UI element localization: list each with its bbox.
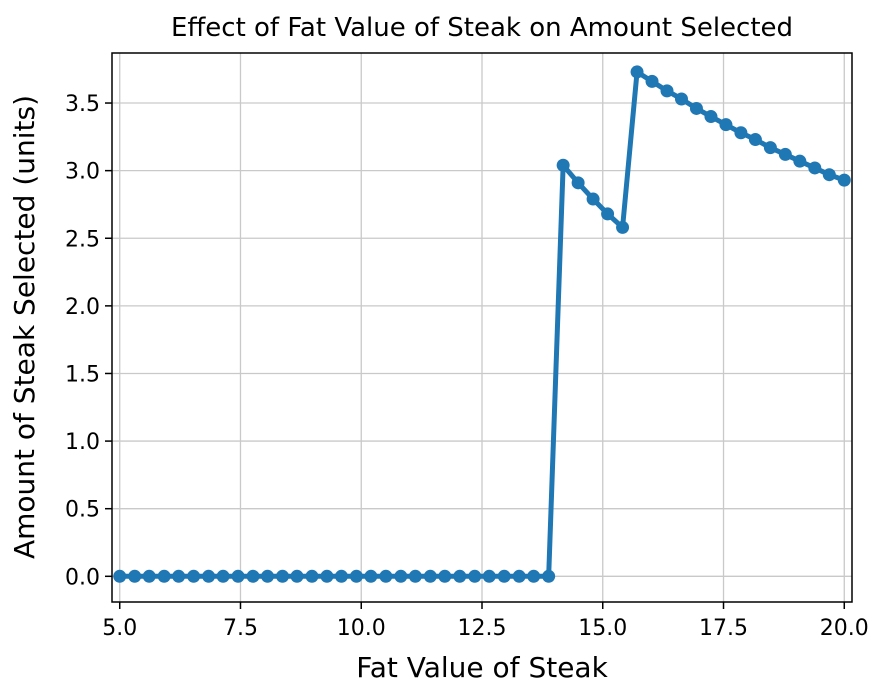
- x-tick-label: 5.0: [102, 616, 137, 641]
- data-point: [793, 154, 807, 168]
- y-tick-label: 3.5: [65, 92, 100, 117]
- grid: [112, 53, 852, 602]
- data-point: [320, 569, 334, 583]
- data-point: [364, 569, 378, 583]
- data-point: [216, 569, 230, 583]
- data-point: [808, 161, 822, 175]
- y-tick-label: 3.0: [65, 160, 100, 185]
- data-point: [157, 569, 171, 583]
- data-point: [571, 176, 585, 190]
- y-tick-label: 2.0: [65, 295, 100, 320]
- data-point: [660, 84, 674, 98]
- data-point: [527, 569, 541, 583]
- data-point: [231, 569, 245, 583]
- y-axis-label: Amount of Steak Selected (units): [8, 95, 41, 559]
- data-point: [408, 569, 422, 583]
- data-point: [616, 220, 630, 234]
- data-point: [778, 147, 792, 161]
- data-point: [734, 126, 748, 140]
- x-tick-label: 17.5: [699, 616, 748, 641]
- data-point: [630, 65, 644, 79]
- y-tick-label: 1.5: [65, 362, 100, 387]
- data-point: [674, 92, 688, 106]
- data-point: [601, 207, 615, 221]
- data-point: [586, 192, 600, 206]
- data-point: [453, 569, 467, 583]
- data-point: [290, 569, 304, 583]
- data-point: [763, 141, 777, 155]
- data-point: [246, 569, 260, 583]
- data-point: [468, 569, 482, 583]
- data-point: [689, 101, 703, 115]
- data-point: [349, 569, 363, 583]
- data-point: [837, 173, 851, 187]
- data-point: [113, 569, 127, 583]
- ticks: 5.0 7.5 10.0 12.5 15.0 17.5 20.0 0.0 0.5 1.0 1.5 2.…: [65, 92, 869, 641]
- data-point: [305, 569, 319, 583]
- data-point: [202, 569, 216, 583]
- x-tick-label: 15.0: [578, 616, 627, 641]
- data-point: [497, 569, 511, 583]
- data-point: [379, 569, 393, 583]
- data-point: [334, 569, 348, 583]
- x-tick-label: 12.5: [458, 616, 507, 641]
- data-point: [704, 110, 718, 124]
- x-tick-label: 7.5: [223, 616, 258, 641]
- data-point: [645, 74, 659, 88]
- data-point: [482, 569, 496, 583]
- x-tick-label: 20.0: [820, 616, 869, 641]
- data-point: [423, 569, 437, 583]
- series-layer: [113, 65, 851, 583]
- data-point: [142, 569, 156, 583]
- data-point: [719, 118, 733, 132]
- data-point: [512, 569, 526, 583]
- data-point: [261, 569, 275, 583]
- data-point: [556, 158, 570, 172]
- y-tick-label: 0.0: [65, 565, 100, 590]
- data-point: [438, 569, 452, 583]
- data-point: [748, 133, 762, 147]
- y-tick-label: 0.5: [65, 498, 100, 523]
- data-point: [276, 569, 290, 583]
- x-tick-label: 10.0: [337, 616, 386, 641]
- data-point: [187, 569, 201, 583]
- x-axis-label: Fat Value of Steak: [356, 651, 608, 684]
- y-tick-label: 1.0: [65, 430, 100, 455]
- data-point: [542, 569, 556, 583]
- y-tick-label: 2.5: [65, 227, 100, 252]
- chart-title: Effect of Fat Value of Steak on Amount S…: [171, 13, 793, 43]
- data-point: [394, 569, 408, 583]
- data-point: [172, 569, 186, 583]
- data-point: [822, 168, 836, 182]
- data-point: [128, 569, 142, 583]
